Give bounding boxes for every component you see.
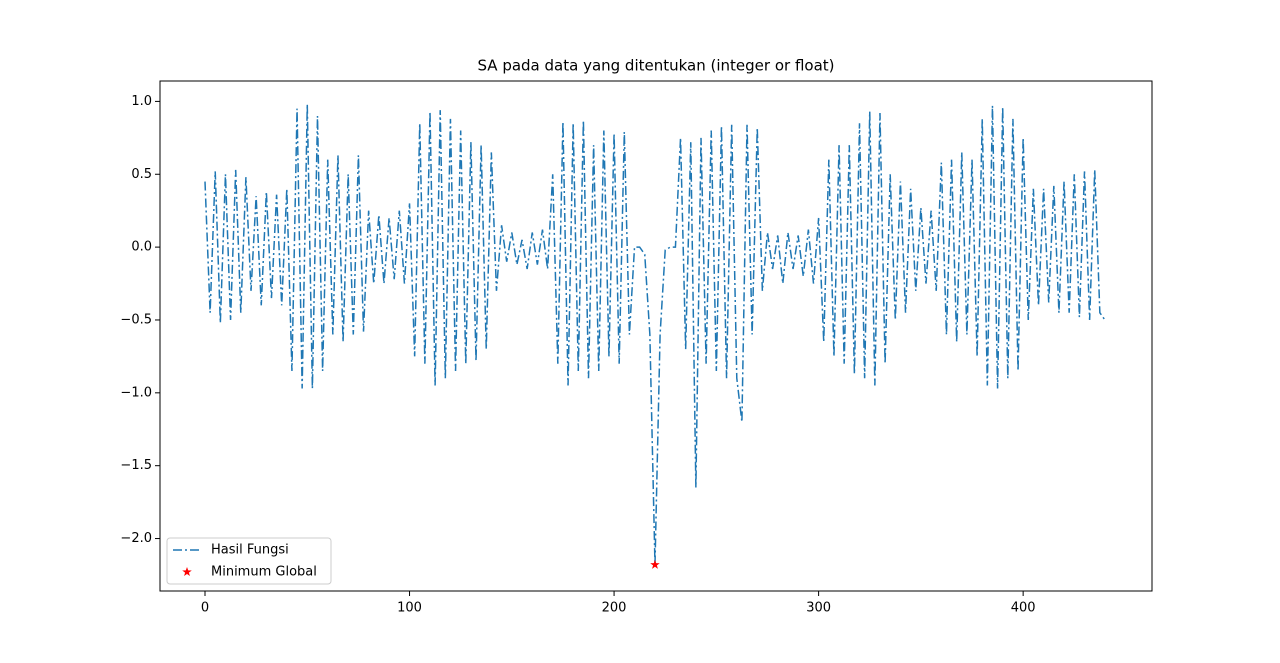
- data-line: [204, 104, 1106, 565]
- y-tick-label: −0.5: [120, 312, 152, 327]
- x-tick-label: 100: [397, 601, 422, 616]
- y-tick-label: −2.0: [120, 531, 152, 546]
- y-tick-label: −1.5: [120, 458, 152, 473]
- y-tick-label: 0.0: [131, 240, 152, 255]
- x-tick-label: 0: [201, 601, 209, 616]
- legend-box: [166, 537, 332, 585]
- y-tick-label: 1.0: [131, 94, 152, 109]
- plot-frame: [159, 80, 1153, 592]
- y-tick-label: −1.0: [120, 385, 152, 400]
- x-tick-label: 400: [1011, 601, 1036, 616]
- x-tick-label: 200: [602, 601, 627, 616]
- legend-label: Hasil Fungsi: [211, 543, 289, 558]
- legend-label: Minimum Global: [211, 565, 317, 580]
- legend-swatch: [182, 567, 192, 577]
- chart-title: SA pada data yang ditentukan (integer or…: [477, 57, 834, 75]
- data-point: [650, 559, 660, 569]
- x-tick-label: 300: [806, 601, 831, 616]
- y-tick-label: 0.5: [131, 167, 152, 182]
